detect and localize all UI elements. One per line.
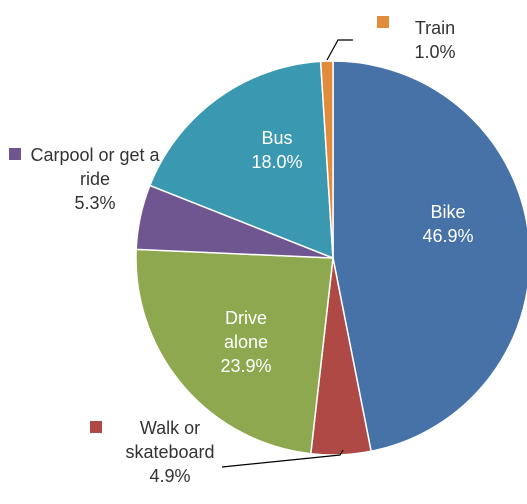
pie-slice — [135, 248, 334, 455]
slice-label: Bus 18.0% — [232, 126, 322, 174]
value-label: 4.9% — [149, 466, 191, 486]
leader-line — [326, 39, 353, 61]
category-label: Carpool or get a ride — [30, 145, 160, 189]
value-label: 1.0% — [414, 42, 456, 62]
value-label: 5.3% — [74, 193, 116, 213]
slice-label: Carpool or get a ride 5.3% — [30, 143, 160, 215]
label-key — [90, 421, 102, 433]
value-label: 23.9% — [220, 356, 272, 376]
slice-label: Walk or skateboard 4.9% — [105, 416, 235, 488]
slice-label: Bike 46.9% — [398, 200, 498, 248]
category-label: Bike — [430, 202, 466, 222]
pie-slice — [148, 60, 334, 260]
pie-slice — [332, 60, 527, 453]
category-label: Drive alone — [223, 308, 269, 352]
slice-label: Drive alone 23.9% — [210, 306, 282, 378]
category-label: Walk or skateboard — [125, 418, 215, 462]
category-label: Train — [414, 18, 456, 38]
label-key — [9, 148, 21, 160]
value-label: 18.0% — [251, 152, 303, 172]
leader-line — [221, 449, 344, 468]
pie-slice — [319, 60, 334, 259]
label-key — [377, 16, 389, 28]
category-label: Bus — [261, 128, 293, 148]
value-label: 46.9% — [422, 226, 474, 246]
slice-label: Train 1.0% — [395, 16, 475, 64]
